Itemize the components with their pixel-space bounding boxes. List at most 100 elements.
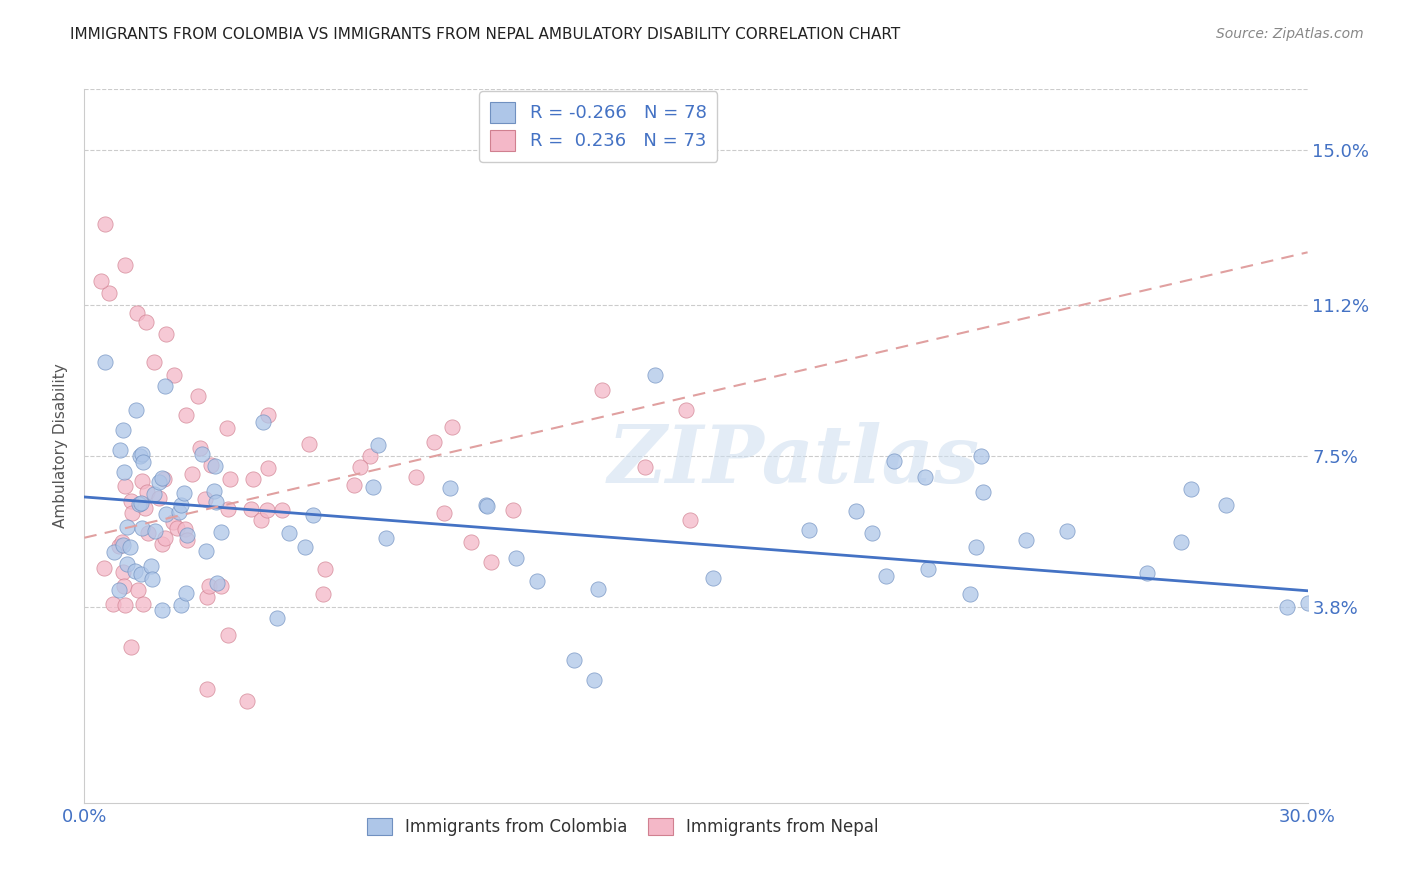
Point bbox=[586, 582, 609, 596]
Point bbox=[112, 579, 135, 593]
Point bbox=[207, 576, 229, 591]
Point bbox=[150, 603, 173, 617]
Point bbox=[217, 501, 239, 516]
Point bbox=[176, 528, 198, 542]
Point bbox=[702, 571, 724, 585]
Point bbox=[127, 306, 149, 320]
Point bbox=[217, 420, 239, 434]
Point bbox=[1170, 534, 1192, 549]
Point bbox=[141, 558, 163, 573]
Point bbox=[163, 368, 186, 382]
Point bbox=[236, 694, 259, 708]
Point bbox=[218, 472, 240, 486]
Point bbox=[120, 640, 142, 655]
Point bbox=[176, 533, 198, 547]
Point bbox=[252, 415, 274, 429]
Point bbox=[204, 495, 226, 509]
Point bbox=[90, 274, 112, 288]
Point bbox=[250, 513, 273, 527]
Point bbox=[129, 567, 152, 582]
Point bbox=[875, 569, 897, 583]
Point bbox=[173, 486, 195, 500]
Point bbox=[155, 326, 177, 341]
Point bbox=[155, 508, 177, 522]
Point bbox=[1277, 600, 1299, 615]
Point bbox=[460, 535, 482, 549]
Point bbox=[181, 467, 204, 482]
Point bbox=[129, 449, 152, 463]
Point bbox=[270, 503, 292, 517]
Point bbox=[505, 551, 527, 566]
Point bbox=[860, 525, 883, 540]
Point bbox=[970, 449, 993, 463]
Point bbox=[112, 423, 135, 437]
Point bbox=[188, 441, 211, 455]
Point bbox=[644, 368, 666, 382]
Point bbox=[121, 506, 143, 520]
Point bbox=[240, 501, 263, 516]
Point bbox=[148, 475, 170, 489]
Point bbox=[142, 355, 165, 369]
Point bbox=[257, 409, 280, 423]
Point bbox=[441, 420, 464, 434]
Point bbox=[301, 508, 323, 522]
Point bbox=[405, 469, 427, 483]
Point bbox=[108, 539, 131, 553]
Point bbox=[314, 562, 336, 576]
Point bbox=[675, 403, 697, 417]
Point bbox=[170, 598, 193, 612]
Point bbox=[1296, 596, 1319, 610]
Legend: Immigrants from Colombia, Immigrants from Nepal: Immigrants from Colombia, Immigrants fro… bbox=[359, 810, 887, 845]
Point bbox=[312, 587, 335, 601]
Point bbox=[591, 383, 613, 397]
Point bbox=[475, 498, 498, 512]
Point bbox=[195, 590, 218, 604]
Point bbox=[108, 442, 131, 457]
Point bbox=[797, 523, 820, 537]
Point bbox=[114, 479, 136, 493]
Point bbox=[125, 402, 148, 417]
Point bbox=[914, 470, 936, 484]
Point bbox=[679, 513, 702, 527]
Point bbox=[132, 455, 155, 469]
Point bbox=[209, 579, 232, 593]
Point bbox=[107, 582, 129, 597]
Point bbox=[883, 454, 905, 468]
Point bbox=[367, 438, 389, 452]
Point bbox=[115, 520, 138, 534]
Point bbox=[266, 611, 288, 625]
Point bbox=[526, 574, 548, 588]
Point bbox=[135, 315, 157, 329]
Point bbox=[217, 628, 239, 642]
Point bbox=[111, 538, 134, 552]
Point bbox=[845, 503, 868, 517]
Point bbox=[174, 586, 197, 600]
Point bbox=[173, 522, 195, 536]
Point bbox=[124, 564, 146, 578]
Point bbox=[131, 447, 153, 461]
Point bbox=[439, 481, 461, 495]
Point bbox=[101, 597, 124, 611]
Point bbox=[142, 487, 165, 501]
Point bbox=[112, 565, 135, 579]
Point bbox=[129, 496, 152, 510]
Point bbox=[131, 474, 153, 488]
Point bbox=[422, 435, 444, 450]
Point bbox=[134, 500, 156, 515]
Point bbox=[965, 541, 987, 555]
Point bbox=[138, 525, 160, 540]
Point bbox=[128, 497, 150, 511]
Point bbox=[209, 525, 232, 540]
Point bbox=[562, 653, 585, 667]
Point bbox=[115, 558, 138, 572]
Point bbox=[583, 673, 606, 688]
Point bbox=[136, 484, 159, 499]
Point bbox=[111, 535, 134, 549]
Point bbox=[169, 498, 191, 512]
Point bbox=[343, 477, 366, 491]
Point bbox=[152, 472, 174, 486]
Point bbox=[153, 379, 176, 393]
Point bbox=[93, 561, 115, 575]
Point bbox=[204, 459, 226, 474]
Point bbox=[114, 599, 136, 613]
